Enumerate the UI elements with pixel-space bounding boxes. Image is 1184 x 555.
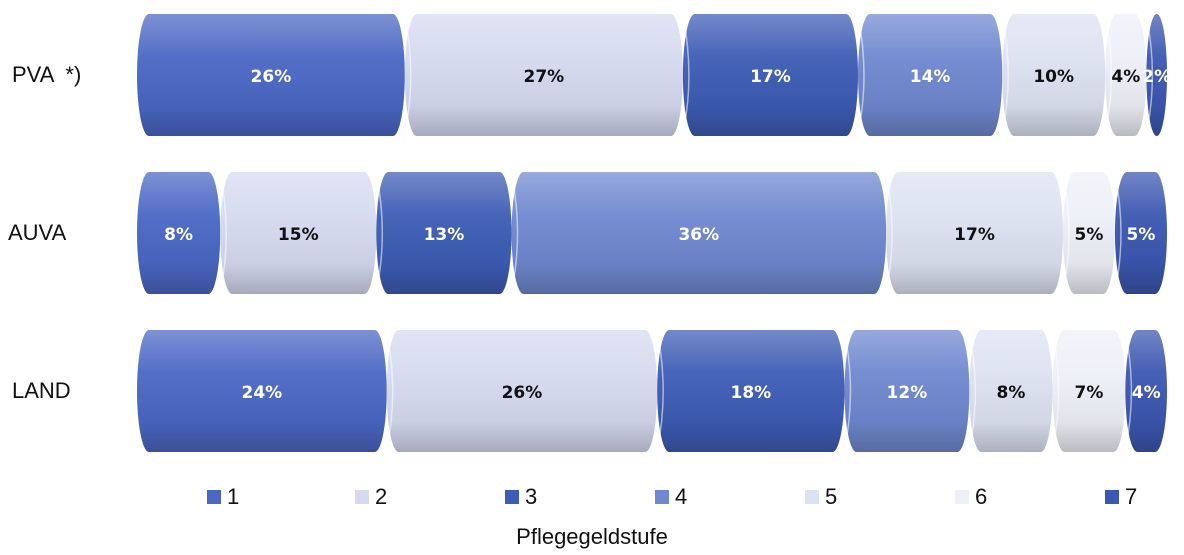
- data-label: 17%: [750, 67, 791, 87]
- legend-label: 4: [675, 484, 688, 509]
- segment-separator: [510, 173, 519, 293]
- bar-segment-shading: [1125, 330, 1167, 452]
- data-label: 26%: [251, 67, 292, 87]
- category-label: LAND: [12, 378, 71, 403]
- legend-swatch: [655, 490, 669, 504]
- legend-label: 7: [1125, 484, 1138, 509]
- bar-segment-shading: [1002, 14, 1106, 136]
- segment-separator: [1104, 15, 1112, 135]
- segment-separator: [404, 15, 412, 135]
- segment-separator: [1051, 331, 1060, 451]
- legend-swatch: [505, 490, 519, 504]
- legend-item: 1: [207, 484, 239, 510]
- bar-segment-shading: [386, 330, 658, 452]
- data-label: 15%: [278, 225, 319, 245]
- data-label: 12%: [887, 383, 928, 403]
- segment-separator: [656, 331, 664, 451]
- segment-separator: [1062, 173, 1070, 293]
- data-label: 14%: [910, 67, 951, 87]
- bar-segment-shading: [511, 172, 887, 294]
- bar-segment-shading: [969, 330, 1053, 452]
- data-label: 13%: [424, 225, 465, 245]
- segment-separator: [375, 173, 383, 293]
- legend: 1 2 3 4 5 6 7: [0, 484, 1184, 514]
- legend-item: 3: [505, 484, 537, 510]
- legend-swatch: [805, 490, 819, 504]
- segment-separator: [1001, 15, 1009, 135]
- x-axis-label: Pflegegeldstufe: [516, 524, 668, 549]
- bars-group: 26% 27% 17% 14% 10% 4% 2%8% 15% 13% 36% 17% 5% 5%24%…: [137, 14, 1171, 452]
- legend-swatch: [955, 490, 969, 504]
- data-label: 26%: [502, 383, 543, 403]
- legend-swatch: [355, 490, 369, 504]
- bar-segment-shading: [1062, 172, 1115, 294]
- data-label: 5%: [1127, 225, 1156, 245]
- segment-separator: [843, 331, 852, 451]
- category-label: AUVA: [8, 220, 67, 245]
- bar-segment-shading: [682, 14, 858, 136]
- bar-segment-shading: [137, 330, 387, 452]
- data-label: 4%: [1132, 383, 1161, 403]
- legend-swatch: [1105, 490, 1119, 504]
- legend-label: 3: [525, 484, 538, 509]
- segment-separator: [1114, 173, 1122, 293]
- legend-swatch: [207, 490, 221, 504]
- bar-segment-shading: [1052, 330, 1126, 452]
- bar-segment-shading: [1105, 14, 1147, 136]
- legend-label: 1: [227, 484, 240, 509]
- legend-label: 5: [825, 484, 838, 509]
- legend-item: 4: [655, 484, 687, 510]
- data-label: 7%: [1075, 383, 1104, 403]
- bar-segment-shading: [1114, 172, 1167, 294]
- segment-separator: [385, 331, 394, 451]
- bar-segment-shading: [404, 14, 683, 136]
- category-label: PVA *): [12, 62, 82, 87]
- legend-item: 5: [805, 484, 837, 510]
- data-label: 17%: [954, 225, 995, 245]
- bar-segment-shading: [886, 172, 1063, 294]
- data-label: 10%: [1033, 67, 1074, 87]
- segment-separator: [857, 15, 865, 135]
- bar-segment-shading: [137, 14, 405, 136]
- segment-separator: [682, 15, 690, 135]
- bar-segment-shading: [220, 172, 377, 294]
- bar-segment-shading: [657, 330, 845, 452]
- data-label: 36%: [678, 225, 719, 245]
- data-label: 27%: [523, 67, 564, 87]
- data-label: 18%: [730, 383, 771, 403]
- data-label: 4%: [1111, 67, 1140, 87]
- data-label: 2%: [1142, 67, 1171, 87]
- data-label: 24%: [241, 383, 282, 403]
- legend-label: 2: [375, 484, 388, 509]
- segment-separator: [1124, 331, 1133, 451]
- legend-label: 6: [975, 484, 988, 509]
- data-label: 8%: [164, 225, 193, 245]
- segment-separator: [968, 331, 977, 451]
- bar-segment-shading: [844, 330, 970, 452]
- legend-item: 6: [955, 484, 987, 510]
- legend-item: 2: [355, 484, 387, 510]
- data-label: 8%: [997, 383, 1026, 403]
- data-label: 5%: [1075, 225, 1104, 245]
- segment-separator: [1145, 15, 1154, 135]
- legend-item: 7: [1105, 484, 1137, 510]
- bar-segment-shading: [376, 172, 512, 294]
- bar-segment-shading: [137, 172, 221, 294]
- segment-separator: [219, 173, 227, 293]
- bar-segment-shading: [858, 14, 1003, 136]
- segment-separator: [885, 173, 893, 293]
